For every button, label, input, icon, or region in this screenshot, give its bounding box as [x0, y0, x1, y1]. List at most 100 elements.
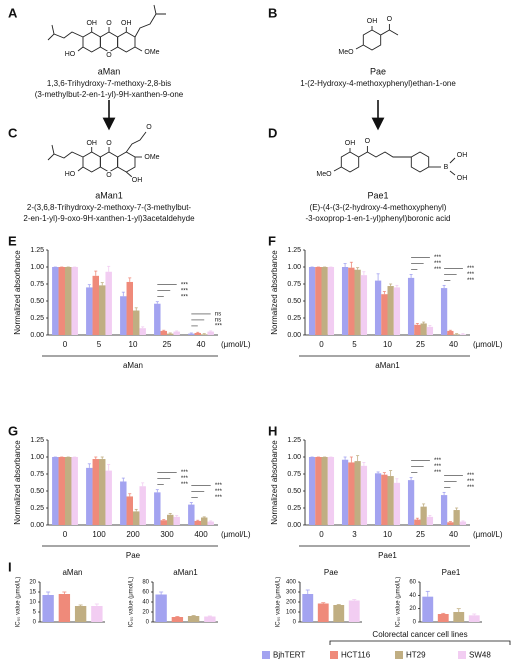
y-tick-label: 60: [409, 580, 416, 586]
bar: [126, 496, 133, 525]
significance-label: ***: [434, 470, 442, 476]
y-tick-label: 1.25: [287, 247, 301, 254]
atom-label: O: [146, 124, 152, 131]
iupac-name: 2-en-1-yl)-9-oxo-9H-xanthen-1-yl)3acetal…: [23, 214, 195, 223]
bar: [58, 457, 65, 525]
y-tick-label: 1.25: [287, 437, 301, 444]
bar: [437, 614, 449, 622]
x-unit: (μmol/L): [221, 530, 251, 539]
bar: [65, 457, 72, 525]
y-tick-label: 0: [33, 620, 37, 626]
significance-label: ***: [215, 323, 223, 329]
bar: [105, 470, 112, 525]
bar: [440, 495, 448, 525]
y-tick-label: 0.00: [30, 522, 44, 529]
bar: [453, 334, 460, 335]
bar: [387, 286, 394, 335]
y-tick-label: 20: [29, 580, 36, 586]
bar: [341, 459, 349, 525]
bond: [134, 13, 166, 38]
y-axis-label: IC₅₀ value (μmol/L): [16, 577, 22, 628]
x-unit: (μmol/L): [221, 340, 251, 349]
bar: [92, 459, 99, 525]
y-tick-label: 0.50: [287, 488, 301, 495]
significance-label: ***: [181, 282, 189, 288]
significance-label: ***: [181, 470, 189, 476]
ring: [82, 31, 101, 53]
x-axis-label: aMan1: [375, 361, 400, 370]
bar: [459, 521, 467, 525]
x-tick-label: 25: [416, 340, 425, 349]
panel-letter: E: [8, 233, 17, 248]
bar: [167, 333, 174, 335]
ring: [99, 151, 119, 173]
y-tick-label: 40: [142, 600, 149, 606]
bar: [120, 296, 127, 335]
bar: [201, 517, 208, 525]
y-tick-label: 0.25: [287, 505, 301, 512]
y-tick-label: 1.25: [30, 247, 44, 254]
bar: [468, 615, 480, 622]
bar: [315, 267, 322, 335]
bar: [74, 606, 87, 622]
bar: [155, 594, 167, 622]
atom-label: OH: [457, 152, 468, 159]
x-tick-label: 25: [416, 530, 425, 539]
bar: [154, 303, 161, 335]
bar: [167, 514, 174, 525]
y-tick-label: 80: [142, 580, 149, 586]
bar: [52, 267, 59, 335]
y-tick-label: 0.50: [30, 298, 44, 305]
y-axis-label: IC₅₀ value (μmol/L): [276, 577, 282, 628]
iupac-name: (3-methylbut-2-en-1-yl)-9H-xanthen-9-one: [35, 90, 184, 99]
bar: [360, 465, 368, 525]
legend-swatch: [330, 651, 338, 659]
ring: [410, 151, 430, 173]
bar: [139, 328, 146, 335]
y-tick-label: 200: [286, 600, 297, 606]
y-tick-label: 0.50: [287, 298, 301, 305]
panel-letter: D: [268, 125, 277, 140]
bar: [354, 269, 361, 335]
x-tick-label: 200: [126, 530, 140, 539]
bar: [420, 323, 427, 335]
significance-label: ***: [467, 479, 475, 485]
y-tick-label: 0: [413, 620, 417, 626]
bar: [414, 519, 421, 525]
y-tick-label: 1.00: [287, 454, 301, 461]
bar: [393, 287, 401, 335]
atom-label: OMe: [144, 154, 159, 161]
bar: [194, 520, 201, 525]
legend-label: HT29: [406, 651, 426, 660]
significance-label: ***: [215, 489, 223, 495]
bar: [308, 267, 316, 335]
atom-label: MeO: [316, 171, 332, 178]
atom-label: OMe: [144, 49, 159, 56]
y-tick-label: 0.25: [30, 315, 44, 322]
chart-title: Pae1: [442, 568, 461, 577]
bar: [105, 271, 112, 335]
iupac-name: -3-oxoprop-1-en-1-yl)phenyl)boronic acid: [306, 214, 451, 223]
bar: [315, 457, 322, 525]
panel-letter: H: [268, 423, 277, 438]
y-tick-label: 1.25: [30, 437, 44, 444]
bond: [358, 151, 412, 158]
y-tick-label: 0: [293, 620, 297, 626]
x-tick-label: 40: [449, 340, 458, 349]
iupac-name: 1-(2-Hydroxy-4-methoxyphenyl)ethan-1-one: [300, 79, 456, 88]
x-tick-label: 5: [97, 340, 102, 349]
bar: [71, 457, 78, 525]
bar: [354, 461, 361, 525]
iupac-name: (E)-(4-(3-(2-hydroxy-4-methoxyphenyl): [310, 203, 447, 212]
bar: [374, 280, 382, 335]
atom-label: B: [444, 164, 449, 171]
atom-label: OH: [345, 140, 356, 147]
bar: [86, 467, 93, 525]
bond: [125, 131, 147, 153]
bond: [449, 157, 456, 164]
bond: [77, 166, 84, 172]
significance-label: ***: [181, 476, 189, 482]
bar: [207, 331, 214, 335]
x-tick-label: 10: [383, 530, 392, 539]
atom-label: OH: [132, 177, 143, 184]
